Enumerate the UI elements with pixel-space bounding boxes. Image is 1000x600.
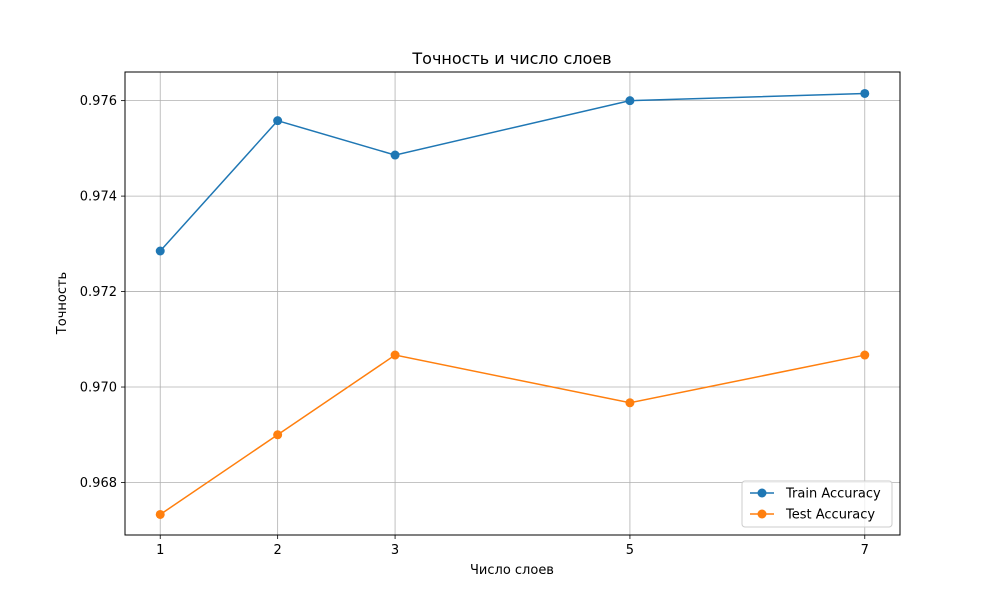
y-tick-label: 0.968 <box>80 476 117 491</box>
legend-marker-test <box>757 509 767 519</box>
legend-marker-train <box>757 488 767 498</box>
data-point-test-accuracy <box>155 509 165 519</box>
data-point-test-accuracy <box>625 398 635 408</box>
chart-title: Точность и число слоев <box>411 49 611 68</box>
x-axis-title: Число слоев <box>470 563 554 578</box>
x-tick-label: 1 <box>156 543 164 558</box>
legend-label-test: Test Accuracy <box>785 508 875 523</box>
x-tick-label: 5 <box>626 543 634 558</box>
y-axis-title: Точность <box>55 272 70 335</box>
y-tick-label: 0.972 <box>80 285 117 300</box>
grid-lines <box>125 72 900 535</box>
legend-box <box>741 480 893 528</box>
y-tick-label: 0.974 <box>80 190 117 205</box>
axis-ticks: 1 2 3 5 7 0.968 0.970 0.972 0.974 0.976 <box>80 94 869 558</box>
data-point-train-accuracy <box>390 150 400 160</box>
data-point-train-accuracy <box>860 88 870 98</box>
x-tick-label: 7 <box>861 543 869 558</box>
y-tick-label: 0.976 <box>80 94 117 109</box>
data-point-test-accuracy <box>273 430 283 440</box>
series-line-train-accuracy <box>159 92 865 252</box>
series-layer <box>155 88 870 519</box>
data-point-train-accuracy <box>273 116 283 126</box>
data-point-test-accuracy <box>390 350 400 360</box>
y-tick-label: 0.970 <box>80 381 117 396</box>
x-tick-label: 3 <box>391 543 399 558</box>
x-tick-label: 2 <box>274 543 282 558</box>
legend-label-train: Train Accuracy <box>785 487 881 502</box>
plot-area-frame <box>124 71 901 536</box>
legend: Train Accuracy Test Accuracy <box>741 480 893 528</box>
data-point-train-accuracy <box>625 96 635 106</box>
data-point-train-accuracy <box>155 246 165 256</box>
data-point-test-accuracy <box>860 350 870 360</box>
